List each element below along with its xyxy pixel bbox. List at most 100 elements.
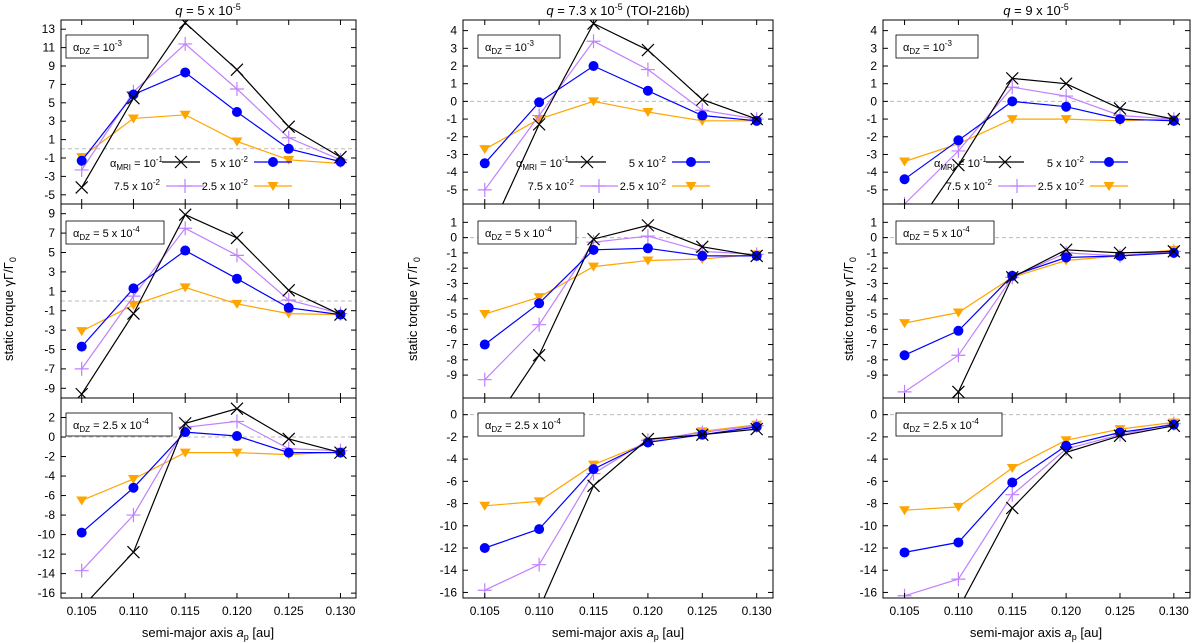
data-point-alpha-mri-5e-2 (128, 482, 139, 493)
x-tick-label: 0.130 (1159, 604, 1189, 618)
y-tick-label: -1 (44, 151, 55, 165)
legend-cross-marker (998, 155, 1012, 169)
data-point-alpha-mri-1e-1 (951, 158, 965, 172)
data-point-alpha-mri-7.5e-2 (281, 130, 296, 145)
data-point-alpha-mri-5e-2 (1061, 101, 1072, 112)
data-point-alpha-mri-2.5e-2 (127, 114, 139, 124)
y-axis-label-1: static torque γΓ/Γ0 (1, 257, 18, 361)
data-point-alpha-mri-7.5e-2 (951, 143, 966, 158)
data-point-alpha-mri-2.5e-2 (231, 299, 243, 309)
x-tick-label: 0.115 (171, 604, 200, 618)
y-tick-label: -8 (866, 353, 877, 367)
data-point-alpha-mri-7.5e-2 (74, 361, 89, 376)
data-point-alpha-mri-2.5e-2 (899, 319, 911, 329)
x-tick-label: 0.105 (67, 604, 97, 618)
series-line-alpha-mri-1e-1 (81, 21, 341, 188)
data-point-alpha-mri-2.5e-2 (642, 108, 654, 117)
y-tick-label: -6 (866, 322, 877, 336)
data-point-alpha-mri-1e-1 (695, 93, 709, 107)
panel-label-c2-r1: αDZ = 10-3 (477, 34, 561, 59)
panel-label-c3-r1: αDZ = 10-3 (895, 34, 979, 59)
y-tick-label: 0 (870, 94, 877, 108)
series-group (477, 218, 764, 398)
data-point-alpha-mri-7.5e-2 (1005, 487, 1020, 502)
legend-label-alpha-mri-1e-1: αMRI = 10-1 (934, 155, 987, 172)
y-tick-label: -3 (446, 276, 457, 290)
data-point-alpha-mri-2.5e-2 (533, 497, 545, 507)
y-tick-label: 0 (870, 231, 877, 245)
y-tick-label: -8 (866, 497, 877, 511)
x-tick-label: 0.130 (742, 604, 772, 618)
data-point-alpha-mri-1e-1 (1167, 419, 1181, 433)
y-tick-label: 2 (450, 59, 457, 73)
y-tick-label: -3 (446, 147, 457, 161)
data-point-alpha-mri-1e-1 (75, 181, 89, 194)
panel-label-c1-r3: αDZ = 2.5 x 10-4 (65, 412, 173, 437)
panel-label-c3-r3: αDZ = 2.5 x 10-4 (895, 412, 1003, 437)
panel-label-c2-r2: αDZ = 5 x 10-4 (477, 220, 577, 245)
data-point-alpha-mri-1e-1 (899, 445, 911, 457)
series-line-alpha-mri-5e-2 (484, 65, 757, 164)
y-tick-label: -2 (866, 430, 877, 444)
y-tick-label: -6 (446, 474, 457, 488)
series-line-alpha-mri-7.5e-2 (81, 227, 341, 370)
legend-sample-alpha-mri-2.5e-2-c2 (672, 182, 710, 191)
data-point-alpha-mri-1e-1 (334, 446, 347, 460)
y-tick-label: -5 (866, 307, 877, 321)
data-point-alpha-mri-1e-1 (334, 308, 347, 322)
data-point-alpha-mri-7.5e-2 (532, 557, 547, 572)
panel-c1-r3: 2 0 -2 -4 -6 -8 -10 -12 -14 -16 0.105 0.110 0.115 0.1… (38, 397, 357, 618)
data-point-alpha-mri-2.5e-2 (899, 157, 911, 167)
data-point-alpha-mri-5e-2 (231, 431, 242, 442)
y-tick-label: -4 (44, 469, 55, 483)
svg-text:αDZ = 5 x 10-4: αDZ = 5 x 10-4 (485, 225, 552, 242)
svg-text:αDZ = 10-3: αDZ = 10-3 (73, 39, 122, 56)
y-tick-label: -1 (866, 112, 877, 126)
legend-label-alpha-mri-1e-1: αMRI = 10-1 (110, 155, 163, 172)
svg-text:αDZ = 10-3: αDZ = 10-3 (903, 39, 952, 56)
series-line-alpha-mri-1e-1 (930, 77, 1174, 204)
y-tick-label: -9 (866, 368, 877, 382)
data-point-alpha-mri-5e-2 (128, 89, 139, 100)
data-point-alpha-mri-5e-2 (76, 341, 87, 352)
data-point-alpha-mri-5e-2 (953, 325, 964, 336)
y-tick-label: 2 (870, 59, 877, 73)
y-tick-label: -2 (446, 130, 457, 144)
data-point-alpha-mri-1e-1 (1005, 71, 1019, 85)
x-tick-label: 0.120 (1051, 604, 1081, 618)
data-point-alpha-mri-1e-1 (1167, 112, 1181, 126)
series-line-alpha-mri-1e-1 (89, 408, 341, 598)
legend-circle-marker (686, 157, 696, 167)
y-tick-label: -2 (446, 261, 457, 275)
data-point-alpha-mri-2.5e-2 (479, 309, 491, 319)
data-point-alpha-mri-5e-2 (231, 273, 242, 284)
legend-sample-alpha-mri-7.5e-2-c1 (166, 179, 204, 193)
data-point-alpha-mri-5e-2 (76, 155, 87, 166)
data-point-alpha-mri-2.5e-2 (952, 502, 964, 512)
series-line-alpha-mri-2.5e-2 (904, 421, 1174, 511)
column-title-3: q = 9 x 10-5 (1003, 2, 1069, 18)
legend-circle-marker (268, 157, 278, 167)
series-line-alpha-mri-7.5e-2 (81, 43, 341, 171)
y-axis-label-2: static torque γΓ/Γ0 (405, 257, 422, 361)
legend-plus-marker (592, 179, 606, 193)
data-point-alpha-mri-5e-2 (751, 421, 762, 432)
data-point-alpha-mri-7.5e-2 (532, 317, 547, 332)
data-point-alpha-mri-1e-1 (282, 432, 296, 446)
column-title-2: q = 7.3 x 10-5 (TOI-216b) (546, 2, 689, 18)
series-line-alpha-mri-1e-1 (543, 428, 757, 598)
y-tick-label: 1 (450, 77, 457, 91)
series-line-alpha-mri-2.5e-2 (484, 253, 757, 315)
data-point-alpha-mri-2.5e-2 (588, 97, 600, 107)
y-tick-label: -3 (866, 147, 877, 161)
data-point-alpha-mri-5e-2 (534, 298, 545, 309)
series-line-alpha-mri-1e-1 (963, 425, 1174, 598)
data-point-alpha-mri-5e-2 (899, 547, 910, 558)
data-point-alpha-mri-1e-1 (178, 208, 192, 222)
data-point-alpha-mri-1e-1 (532, 117, 546, 131)
series-group (897, 243, 1181, 457)
series-line-alpha-mri-7.5e-2 (484, 425, 757, 591)
panel-frame (882, 397, 1191, 599)
y-tick-label: 7 (48, 77, 55, 91)
y-tick-label: -5 (44, 188, 55, 202)
